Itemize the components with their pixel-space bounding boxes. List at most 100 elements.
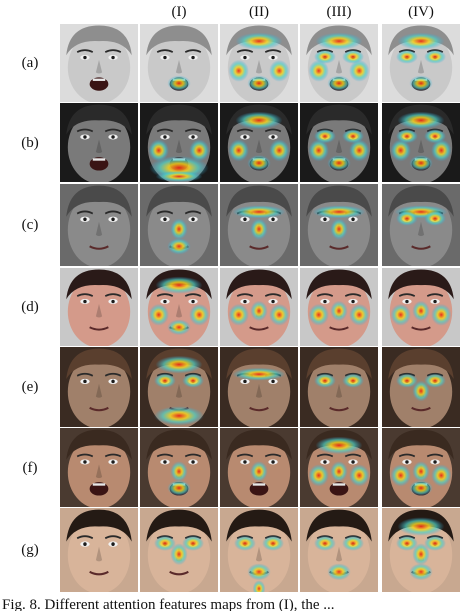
right-eyebrow xyxy=(264,453,282,458)
right-pupil xyxy=(271,217,275,222)
original-face-image xyxy=(60,268,138,346)
hair xyxy=(388,185,454,217)
attention-map-image xyxy=(382,103,460,182)
attention-blob-eyes xyxy=(342,373,364,388)
nose xyxy=(417,59,425,74)
right-eyebrow xyxy=(104,49,122,53)
attention-blob-neck xyxy=(252,580,266,592)
right-pupil xyxy=(191,217,195,222)
hair xyxy=(146,429,212,460)
right-pupil xyxy=(271,55,275,60)
hair xyxy=(66,104,132,135)
attention-blob-cheeks xyxy=(308,303,329,326)
mouth xyxy=(89,245,109,250)
nose xyxy=(95,303,103,318)
attention-blob-mouth xyxy=(327,155,351,171)
left-pupil xyxy=(83,299,87,304)
left-pupil xyxy=(83,55,87,60)
hair xyxy=(146,185,212,217)
row-label-1: (a) xyxy=(21,55,39,71)
right-pupil xyxy=(111,55,115,60)
attention-overlay xyxy=(314,535,364,581)
row-label-7: (g) xyxy=(21,542,39,558)
attention-blob-nose xyxy=(170,543,188,566)
right-pupil xyxy=(191,460,195,464)
right-eyebrow xyxy=(264,293,282,297)
attention-map-image xyxy=(140,103,218,182)
hair xyxy=(226,269,292,300)
left-pupil xyxy=(323,299,327,304)
left-pupil xyxy=(83,135,87,139)
attention-blob-forehead xyxy=(235,111,283,130)
attention-map-image xyxy=(140,24,218,102)
attention-blob-cheeks xyxy=(431,464,452,487)
attention-blob-cheeks xyxy=(228,303,249,326)
right-eyebrow xyxy=(184,210,202,215)
column-header-1: (I) xyxy=(171,4,187,20)
attention-blob-cheeks xyxy=(269,139,290,162)
row-label-5: (e) xyxy=(21,379,39,395)
attention-blob-mouth xyxy=(327,75,351,92)
attention-overlay xyxy=(312,205,366,240)
attention-blob-eyes xyxy=(424,211,446,226)
attention-map-image xyxy=(220,103,298,182)
attention-overlay xyxy=(167,75,191,92)
left-pupil xyxy=(163,299,167,304)
right-pupil xyxy=(433,460,437,464)
attention-blob-nose xyxy=(412,543,430,566)
left-pupil xyxy=(323,217,327,222)
nose xyxy=(335,383,343,398)
attention-blob-cheeks xyxy=(431,303,452,326)
left-eyebrow xyxy=(156,49,174,53)
attention-blob-eyes xyxy=(342,535,364,551)
original-face-image xyxy=(60,428,138,507)
attention-blob-cheeks xyxy=(349,59,370,82)
mouth xyxy=(249,406,269,412)
left-eyebrow xyxy=(156,293,174,297)
attention-blob-mouth xyxy=(167,75,191,92)
attention-blob-nose xyxy=(250,461,268,482)
attention-map-image xyxy=(382,184,460,266)
right-pupil xyxy=(191,299,195,304)
original-face-image xyxy=(60,103,138,182)
left-pupil xyxy=(163,217,167,222)
attention-map-image xyxy=(220,508,298,592)
attention-blob-nose xyxy=(412,300,430,322)
left-eyebrow xyxy=(76,210,94,215)
attention-map-image xyxy=(300,268,378,346)
nose xyxy=(95,59,103,74)
attention-blob-cheeks xyxy=(148,303,169,326)
right-pupil xyxy=(111,542,115,546)
attention-map-image xyxy=(300,428,378,507)
attention-blob-mouth xyxy=(167,238,191,255)
right-eyebrow xyxy=(104,210,122,215)
attention-overlay xyxy=(148,139,210,182)
left-pupil xyxy=(83,217,87,222)
hair xyxy=(226,509,292,542)
attention-map-image xyxy=(382,268,460,346)
left-eyebrow xyxy=(76,372,94,377)
mouth xyxy=(411,245,431,250)
attention-blob-mouth xyxy=(167,319,191,336)
left-pupil xyxy=(243,379,247,384)
right-pupil xyxy=(111,135,115,139)
left-eyebrow xyxy=(316,453,334,458)
right-pupil xyxy=(191,135,195,139)
attention-map-image xyxy=(300,184,378,266)
hair xyxy=(388,269,454,300)
left-eyebrow xyxy=(76,535,94,540)
attention-blob-cheeks xyxy=(308,139,329,162)
attention-blob-cheeks xyxy=(349,139,370,162)
left-pupil xyxy=(83,460,87,464)
attention-blob-cheeks xyxy=(390,464,411,487)
attention-map-image xyxy=(382,428,460,507)
attention-blob-eyes xyxy=(424,49,446,64)
attention-map-image xyxy=(140,508,218,592)
hair xyxy=(306,269,372,300)
teeth xyxy=(332,483,346,486)
attention-blob-forehead xyxy=(397,517,445,536)
attention-map-image xyxy=(220,347,298,427)
hair xyxy=(306,348,372,379)
right-pupil xyxy=(111,217,115,222)
attention-blob-forehead xyxy=(315,32,363,50)
